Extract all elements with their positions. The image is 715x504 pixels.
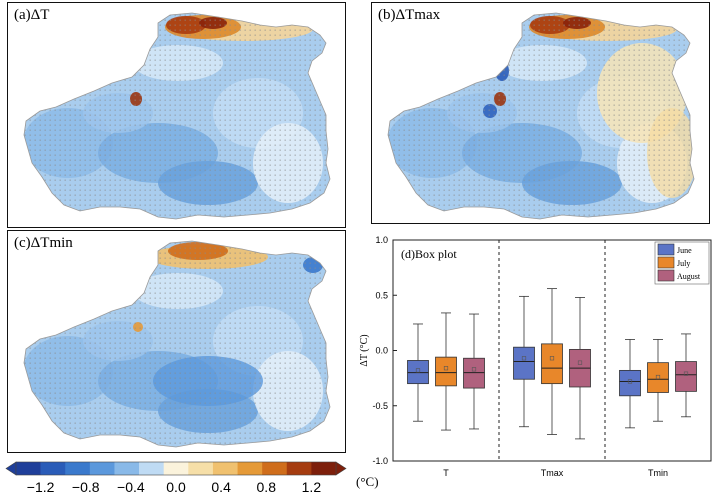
- colorbar-segment: [139, 462, 164, 475]
- mean-marker: [577, 360, 583, 365]
- map-outline: [23, 12, 331, 220]
- map-delta-tmax: [387, 12, 695, 220]
- box-june-tmax: [513, 346, 535, 380]
- y-tick-label: 0.5: [375, 290, 388, 300]
- colorbar-frame: [15, 461, 337, 476]
- mean-marker: [549, 356, 555, 361]
- mean-marker: [627, 379, 633, 384]
- y-tick-label: 1.0: [375, 235, 388, 245]
- map-outline: [23, 240, 331, 448]
- colorbar-tick-label: 1.2: [302, 479, 322, 495]
- map-panel-delta-tmin: (c)ΔTmin: [7, 230, 346, 453]
- legend-label-august: August: [677, 272, 701, 281]
- colorbar-segment: [40, 462, 66, 475]
- colorbar-segment: [237, 462, 263, 475]
- panel-a-label: (a)ΔT: [14, 7, 50, 23]
- x-tick-label: Tmax: [541, 468, 564, 478]
- legend-swatch-august: [657, 269, 675, 282]
- colorbar-extend-high: [335, 461, 347, 476]
- y-tick-label: 0.0: [375, 346, 388, 356]
- box-july-tmin: [647, 362, 669, 393]
- map-delta-t: [23, 12, 331, 220]
- colorbar-extend-low: [5, 461, 17, 476]
- colorbar-segment: [65, 462, 91, 475]
- map-fill: [388, 13, 694, 219]
- map-delta-tmin: [23, 240, 331, 448]
- map-outline: [387, 12, 695, 220]
- legend-swatch-june: [657, 243, 675, 256]
- box-july-t: [435, 356, 457, 387]
- colorbar-tick-label: −0.8: [72, 479, 100, 495]
- legend-label-july: July: [677, 259, 690, 268]
- colorbar-tick-label: 0.0: [166, 479, 186, 495]
- x-tick-label: T: [443, 468, 449, 478]
- colorbar-segment: [114, 462, 140, 475]
- colorbar-segment: [89, 462, 115, 475]
- colorbar-tick-label: 0.8: [257, 479, 277, 495]
- mean-marker: [683, 371, 689, 376]
- y-tick-label: -1.0: [372, 456, 388, 466]
- box-plot-chart: 1.0 0.5 0.0 -0.5 -1.0 ΔT (°C) T Tmax Tmin (d)Box …: [359, 235, 712, 478]
- colorbar-segment: [188, 462, 214, 475]
- colorbar-segment: [163, 462, 189, 475]
- colorbar-tick-label: 0.4: [211, 479, 231, 495]
- box-august-tmin: [675, 361, 697, 392]
- panel-b-label: (b)ΔTmax: [378, 7, 441, 23]
- box-august-t: [463, 357, 485, 389]
- legend-swatch-july: [657, 256, 675, 269]
- colorbar-segment: [212, 462, 238, 475]
- mean-marker: [471, 367, 477, 372]
- colorbar-tick-label: −1.2: [27, 479, 55, 495]
- mean-marker: [521, 356, 527, 361]
- box-july-tmax: [541, 343, 563, 385]
- panel-c-label: (c)ΔTmin: [14, 235, 73, 251]
- y-tick-label: -0.5: [372, 401, 388, 411]
- y-axis-label: ΔT (°C): [359, 334, 370, 366]
- map-panel-delta-tmax: (b)ΔTmax: [371, 2, 710, 224]
- colorbar-tick-label: −0.4: [117, 479, 145, 495]
- legend-label-june: June: [677, 246, 692, 255]
- colorbar-unit: (°C): [356, 474, 379, 489]
- colorbar-segment: [311, 462, 337, 475]
- colorbar-segment: [262, 462, 288, 475]
- map-fill: [24, 241, 330, 447]
- mean-marker: [443, 366, 449, 371]
- colorbar-segment: [16, 462, 41, 475]
- chart-title: (d)Box plot: [401, 247, 457, 261]
- x-tick-label: Tmin: [648, 468, 668, 478]
- colorbar-legend: −1.2 −0.8 −0.4 0.0 0.4 0.8 1.2 (°C): [5, 461, 379, 495]
- map-fill: [24, 13, 330, 219]
- mean-marker: [415, 368, 421, 373]
- map-panel-delta-t: (a)ΔT: [7, 2, 346, 228]
- colorbar-segment: [286, 462, 312, 475]
- mean-marker: [655, 374, 661, 380]
